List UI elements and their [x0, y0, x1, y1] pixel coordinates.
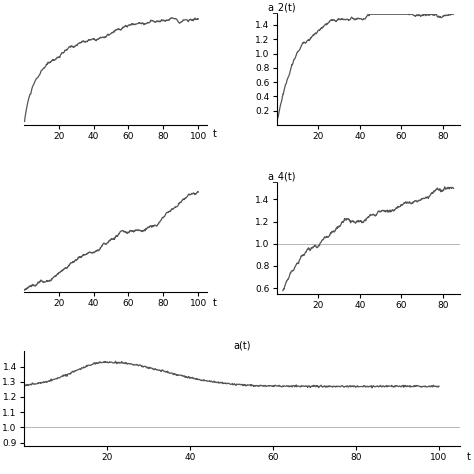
Text: a_2(t): a_2(t) — [267, 2, 296, 13]
X-axis label: t: t — [212, 298, 216, 308]
X-axis label: t: t — [212, 129, 216, 139]
Title: a(t): a(t) — [233, 341, 250, 351]
Text: a_4(t): a_4(t) — [267, 171, 296, 182]
X-axis label: t: t — [466, 452, 470, 462]
